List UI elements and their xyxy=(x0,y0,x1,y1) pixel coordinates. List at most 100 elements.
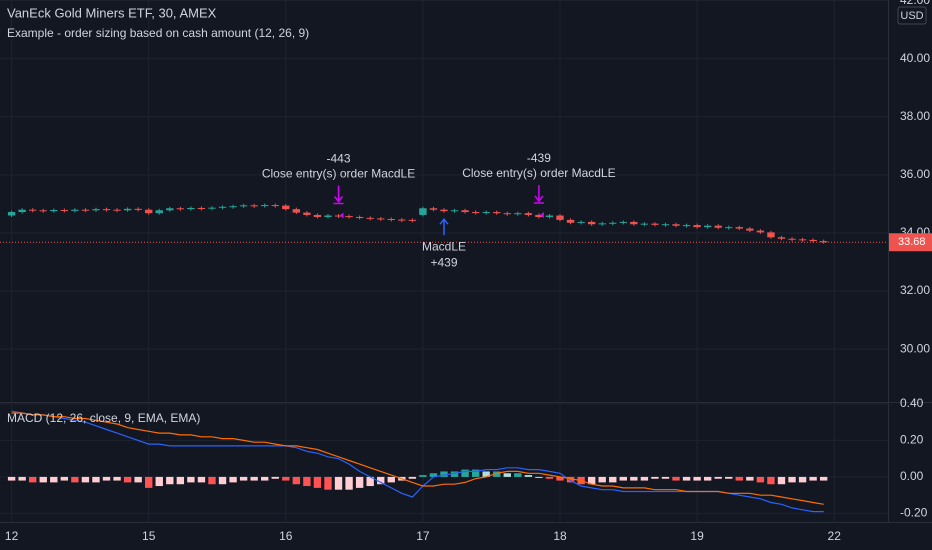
candle-body xyxy=(777,237,786,239)
histogram-bar xyxy=(313,476,322,488)
histogram-bar xyxy=(271,476,279,479)
histogram-bar xyxy=(18,476,26,481)
histogram-bar xyxy=(493,471,501,477)
entry-arrow xyxy=(439,217,449,236)
candle-body xyxy=(197,207,206,209)
candle-body xyxy=(672,224,680,226)
candle-body xyxy=(81,209,90,211)
y-tick-label: 0.00 xyxy=(900,469,924,483)
histogram-bar xyxy=(71,476,79,483)
candle-body xyxy=(746,228,754,231)
candle-body xyxy=(514,213,522,215)
candle-body xyxy=(819,241,828,243)
order-qty: +439 xyxy=(430,255,457,269)
candle-body xyxy=(450,210,459,212)
exit-flag xyxy=(339,212,344,219)
candle-body xyxy=(29,209,37,211)
macd-line xyxy=(11,412,824,505)
candle-body xyxy=(345,216,353,218)
histogram-bar xyxy=(261,476,269,481)
candle-body xyxy=(788,238,796,240)
candle-body xyxy=(271,205,279,207)
histogram-bar xyxy=(187,476,195,483)
candle-body xyxy=(313,214,322,217)
histogram-bar xyxy=(324,476,332,490)
x-tick-label: 15 xyxy=(142,529,156,543)
candle-body xyxy=(545,215,554,217)
histogram-bar xyxy=(819,476,828,481)
histogram-bar xyxy=(176,476,185,485)
histogram-bar xyxy=(60,476,69,481)
histogram-bar xyxy=(788,476,796,483)
order-text: Close entry(s) order MacdLE xyxy=(462,166,615,180)
currency: USD xyxy=(900,10,923,22)
histogram-bar xyxy=(619,476,627,481)
exit-flag xyxy=(539,211,544,218)
histogram-bar xyxy=(630,476,638,481)
last-price-box xyxy=(889,233,932,252)
histogram-bar xyxy=(81,476,90,483)
histogram-bar xyxy=(419,475,427,477)
histogram-bar xyxy=(471,469,480,477)
candle-body xyxy=(155,210,163,214)
histogram-bar xyxy=(303,476,311,487)
histogram-bar xyxy=(377,476,385,485)
candle-body xyxy=(303,212,311,215)
histogram-bar xyxy=(155,476,163,487)
histogram-bar xyxy=(123,476,132,483)
histogram-bar xyxy=(514,473,522,477)
candle-body xyxy=(334,215,343,217)
candle-body xyxy=(809,239,817,242)
histogram-bar xyxy=(566,476,575,483)
candle-body xyxy=(60,210,69,212)
y-tick-label: 36.00 xyxy=(900,167,930,181)
candle-body xyxy=(429,208,438,210)
candle-body xyxy=(566,219,575,223)
histogram-bar xyxy=(440,471,448,477)
candle-body xyxy=(387,219,395,221)
candle-body xyxy=(408,219,417,221)
histogram-bar xyxy=(387,476,395,483)
candle-body xyxy=(166,208,174,211)
y-tick-label: 38.00 xyxy=(900,109,930,123)
histogram-bar xyxy=(92,476,100,483)
candle-body xyxy=(419,208,427,215)
candle-body xyxy=(18,209,26,213)
histogram-bar xyxy=(809,476,817,481)
candle-body xyxy=(39,210,47,212)
histogram-bar xyxy=(355,476,364,488)
chart-subtitle: Example - order sizing based on cash amo… xyxy=(7,26,309,40)
histogram-bar xyxy=(229,476,237,483)
candle-body xyxy=(50,210,58,212)
candle-body xyxy=(398,219,406,221)
y-tick-label: 40.00 xyxy=(900,51,930,65)
currency-box[interactable] xyxy=(897,6,927,25)
candle-body xyxy=(218,206,227,208)
candle-body xyxy=(725,227,733,229)
candle-body xyxy=(282,205,290,210)
candle-body xyxy=(619,221,627,223)
histogram-bar xyxy=(524,475,533,477)
chart-title: VanEck Gold Miners ETF, 30, AMEX xyxy=(7,5,217,20)
candle-body xyxy=(703,225,712,228)
histogram-bar xyxy=(366,476,374,487)
candle-body xyxy=(102,209,111,211)
histogram-bar xyxy=(651,476,659,479)
histogram-bar xyxy=(345,476,353,490)
candle-body xyxy=(482,212,490,214)
candle-body xyxy=(324,215,332,217)
candle-body xyxy=(440,209,448,212)
histogram-bar xyxy=(461,469,469,477)
candle-body xyxy=(366,217,374,219)
x-tick-label: 18 xyxy=(553,529,567,543)
histogram-bar xyxy=(777,476,786,485)
candle-body xyxy=(113,209,121,211)
candle-body xyxy=(134,208,142,210)
histogram-bar xyxy=(482,471,490,477)
histogram-bar xyxy=(746,476,754,481)
histogram-bar xyxy=(756,476,765,483)
y-tick-label: 30.00 xyxy=(900,341,930,355)
histogram-bar xyxy=(798,476,807,483)
histogram-bar xyxy=(218,476,227,485)
